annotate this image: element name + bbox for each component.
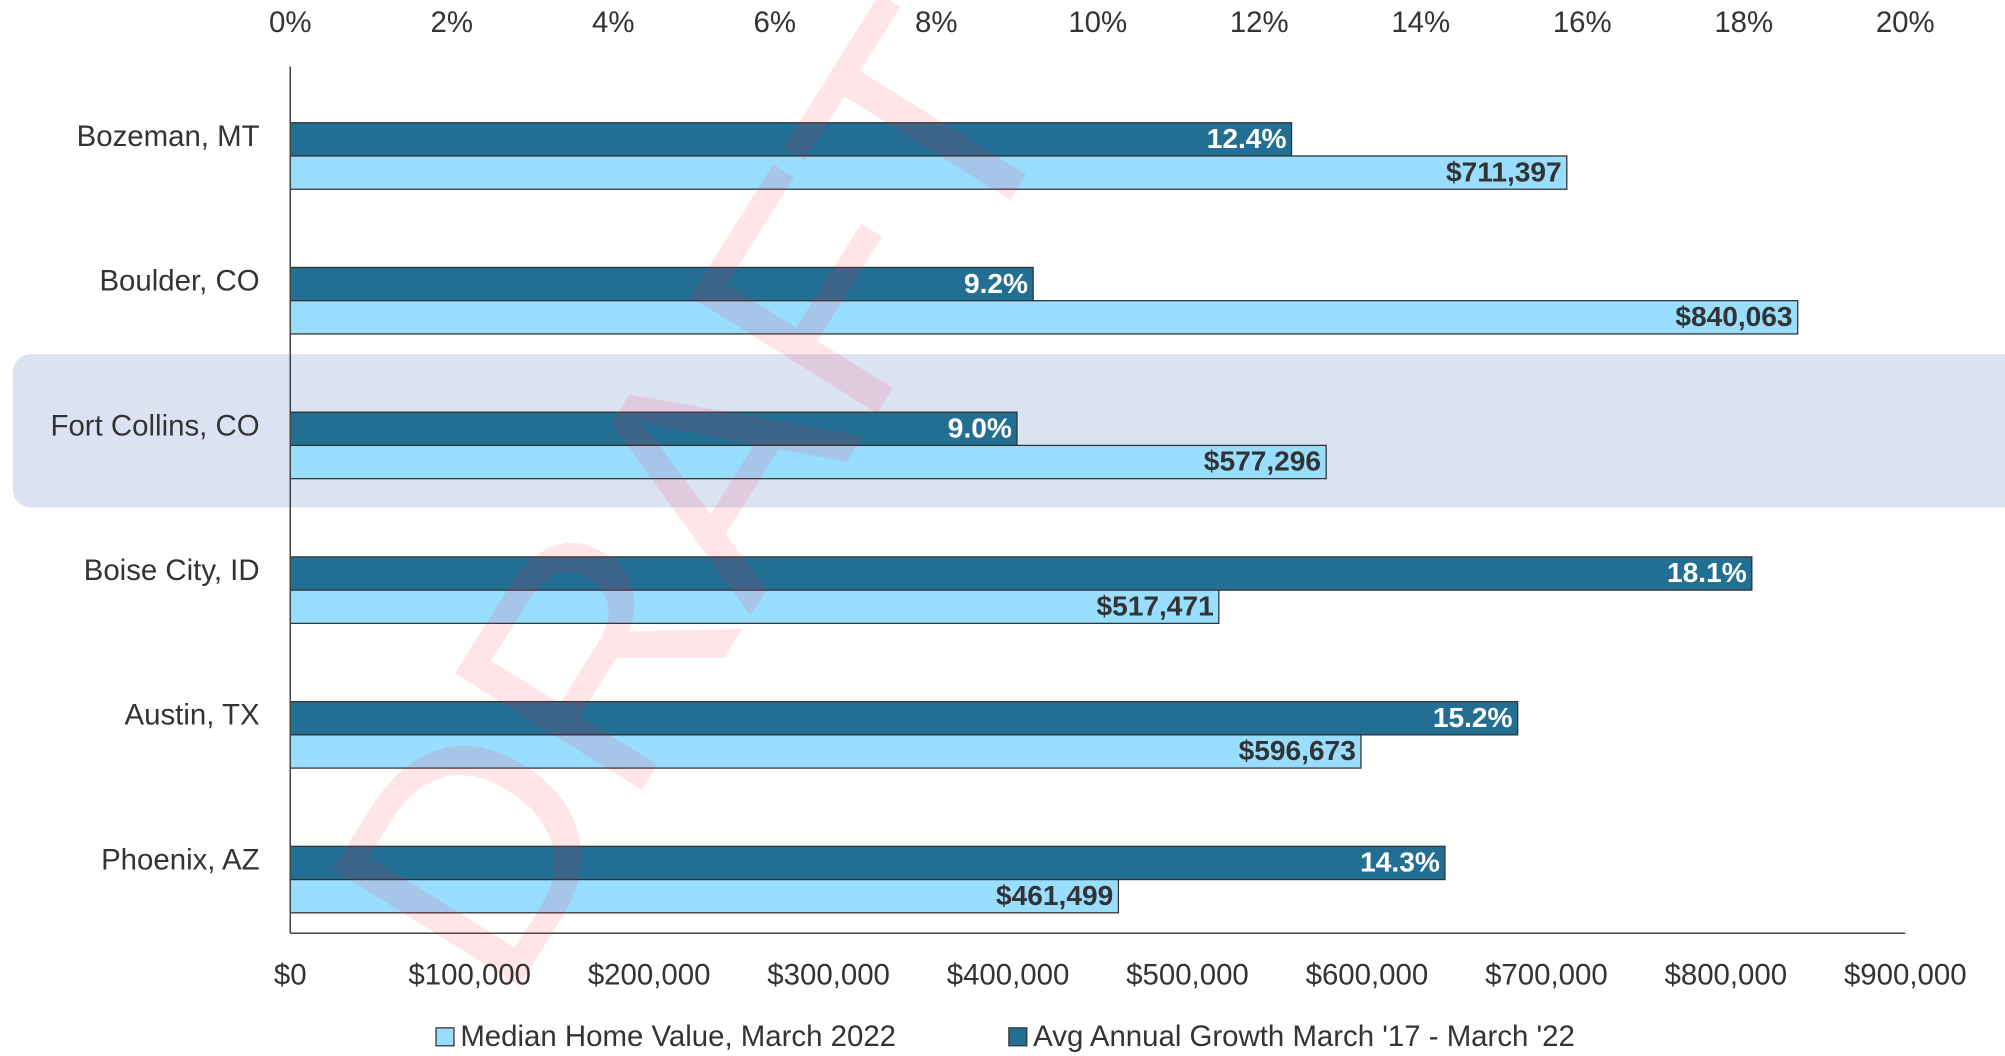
- x2-tick-label: 16%: [1553, 6, 1612, 39]
- bar: [289, 411, 1018, 447]
- x-tick-label: $400,000: [947, 959, 1070, 992]
- x2-tick-label: 18%: [1714, 6, 1773, 39]
- category-label: Boulder, CO: [99, 265, 259, 298]
- x2-tick-label: 0%: [269, 6, 311, 39]
- x2-tick-label: 4%: [592, 6, 634, 39]
- x-tick-label: $100,000: [408, 959, 531, 992]
- bar: [289, 878, 1120, 914]
- value-label: 12.4%: [1207, 123, 1287, 154]
- x2-tick-label: 10%: [1068, 6, 1127, 39]
- x-tick-label: $600,000: [1306, 959, 1429, 992]
- x2-tick-label: 2%: [431, 6, 473, 39]
- value-label: $577,296: [1204, 446, 1321, 477]
- bar: [289, 155, 1568, 190]
- x2-tick-label: 14%: [1391, 6, 1450, 39]
- legend-swatch: [1008, 1027, 1028, 1047]
- value-label: 15.2%: [1433, 702, 1513, 733]
- x-tick-label: $700,000: [1485, 959, 1608, 992]
- bar: [289, 122, 1293, 157]
- x2-tick-label: 20%: [1876, 6, 1935, 39]
- x-tick-label: $900,000: [1844, 959, 1967, 992]
- value-label: $840,063: [1675, 301, 1792, 332]
- value-label: 9.0%: [948, 412, 1012, 443]
- category-label: Fort Collins, CO: [51, 409, 260, 442]
- legend-label: Avg Annual Growth March '17 - March '22: [1033, 1020, 1575, 1053]
- value-label: $711,397: [1446, 156, 1562, 187]
- bar: [289, 300, 1799, 335]
- value-label: $517,471: [1096, 590, 1213, 621]
- x-tick-label: $200,000: [588, 959, 711, 992]
- value-label: $461,499: [996, 880, 1113, 911]
- x2-tick-label: 8%: [915, 6, 957, 39]
- bar: [289, 700, 1519, 736]
- x2-tick-label: 12%: [1230, 6, 1289, 39]
- category-label: Phoenix, AZ: [101, 843, 260, 876]
- category-label: Boise City, ID: [84, 554, 260, 587]
- category-label: Austin, TX: [125, 699, 260, 732]
- legend-swatch: [435, 1027, 455, 1047]
- bar: [289, 556, 1753, 591]
- category-label: Bozeman, MT: [77, 120, 260, 153]
- bar: [289, 589, 1220, 625]
- value-label: $596,673: [1239, 735, 1356, 766]
- x-tick-label: $800,000: [1665, 959, 1788, 992]
- bar: [289, 444, 1327, 480]
- x-tick-label: $500,000: [1126, 959, 1249, 992]
- value-label: 14.3%: [1360, 847, 1440, 878]
- plot: [289, 122, 1799, 914]
- value-label: 9.2%: [964, 268, 1028, 299]
- x-tick-label: $300,000: [767, 959, 890, 992]
- x-tick-label: $0: [274, 959, 307, 992]
- x2-tick-label: 6%: [754, 6, 796, 39]
- value-label: 18.1%: [1667, 557, 1747, 588]
- legend-label: Median Home Value, March 2022: [460, 1020, 896, 1053]
- bar: [289, 845, 1446, 881]
- bar: [289, 734, 1362, 769]
